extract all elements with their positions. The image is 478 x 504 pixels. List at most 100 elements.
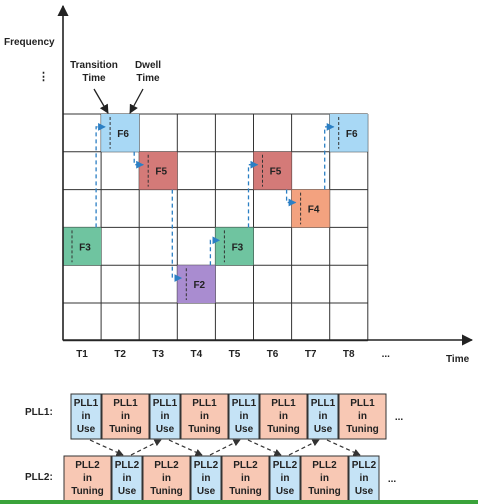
pll-block-text: in [121,411,130,422]
handoff-arrow [209,439,241,456]
pll2-block-tuning [63,455,112,502]
pll1-block-tuning [338,393,387,440]
dwell-time-label: Dwell Time [128,59,168,85]
pll-block-text: PLL2 [115,460,140,471]
pll-block-text: Use [197,486,216,497]
hop-arrow [209,236,221,266]
tick-label: T6 [267,349,279,360]
pll2-block-tuning [142,455,191,502]
pll1-block-tuning [259,393,308,440]
pll-block-text: PLL1 [113,398,138,409]
pll2-ellipsis: ... [388,474,397,485]
pll-block-text: Use [355,486,374,497]
pll-block-text: in [162,473,171,484]
pll-block-text: in [360,473,369,484]
transition-time-label: Transition Time [62,59,126,85]
pll-block-text: PLL2 [194,460,219,471]
pll-block-text: in [83,473,92,484]
hop-label: F4 [308,205,320,216]
pll-timeline: PLL1 in Use PLL1 in Tuning PLL1 in Use PLL1 in Tuni… [63,393,404,502]
pll-block-text: Tuning [267,424,300,435]
pll1-block-use [228,393,260,440]
pll-block-text: PLL1 [271,398,296,409]
y-axis-ellipsis: ⋮ [38,71,49,83]
tick-label: T3 [152,349,164,360]
tick-label: T1 [76,349,88,360]
pll-block-text: in [319,411,328,422]
pll1-block-tuning [101,393,150,440]
hop-label: F5 [270,167,282,178]
hop-arrow [95,123,106,228]
handoff-arrow [326,439,361,456]
tick-label: T2 [114,349,126,360]
tick-label: T8 [343,349,355,360]
transition-time-line2: Time [82,73,106,84]
pll-block-text: Use [77,424,96,435]
hop-cell-2 [101,114,140,152]
x-axis-label: Time [446,354,470,365]
pll-block-text: in [202,473,211,484]
pll2-block-use [348,455,380,502]
handoff-arrow [89,439,124,456]
pll-block-text: Tuning [109,424,142,435]
pll-block-text: Use [314,424,333,435]
pll1-block-use [149,393,181,440]
pll-block-text: Use [235,424,254,435]
pll2-block-tuning [221,455,270,502]
pll-block-text: Tuning [188,424,221,435]
hop-cell-1 [63,227,102,266]
pll2-label: PLL2: [25,472,53,483]
hop-arrow [171,189,183,283]
bottom-accent-bar [0,500,478,504]
pll-block-text: in [320,473,329,484]
hop-label: F3 [79,242,91,253]
axes [57,4,474,346]
pll-block-text: in [200,411,209,422]
pll-handoff-arrows [89,439,361,456]
tick-label: T4 [191,349,203,360]
pll-block-text: PLL1 [192,398,217,409]
pll-block-text: in [241,473,250,484]
pll-block-text: PLL1 [311,398,336,409]
pll-block-text: in [123,473,132,484]
pll-block-text: Use [276,486,295,497]
pll-block-text: PLL2 [154,460,179,471]
hop-cells: F3 F6 F5 F2 F3 F5 F4 F6 [63,114,368,303]
pll-block-text: in [161,411,170,422]
annotation-arrows [93,88,144,114]
handoff-arrow [130,439,162,456]
pll-block-text: in [281,473,290,484]
pll1-block-use [307,393,339,440]
transition-time-arrow [93,88,109,114]
pll-block-text: PLL1 [74,398,99,409]
pll-block-text: PLL2 [352,460,377,471]
handoff-arrow [168,439,203,456]
pll-block-text: PLL2 [233,460,258,471]
dwell-time-arrow [129,88,144,114]
y-axis-label: Frequency [4,37,55,48]
hop-cell-6 [253,151,292,190]
hop-label: F6 [346,129,358,140]
pll-block-text: PLL1 [153,398,178,409]
pll-block-text: in [82,411,91,422]
hop-cell-8 [329,114,368,152]
hop-label: F5 [155,167,167,178]
pll-block-text: Tuning [150,486,183,497]
pll-block-text: in [279,411,288,422]
hop-cell-5 [215,227,254,266]
pll1-ellipsis: ... [395,412,404,423]
pll-block-text: PLL2 [312,460,337,471]
hop-cell-4 [177,265,216,303]
hop-label: F2 [193,280,205,291]
hop-arrows [95,123,335,283]
pll1-block-tuning [180,393,229,440]
pll-block-text: Use [156,424,175,435]
pll-block-text: Tuning [71,486,104,497]
pll-block-text: Tuning [229,486,262,497]
dwell-time-line1: Dwell [134,60,162,71]
pll-block-text: Tuning [346,424,379,435]
pll2-block-tuning [300,455,349,502]
pll-block-text: PLL2 [273,460,298,471]
pll-block-text: in [358,411,367,422]
